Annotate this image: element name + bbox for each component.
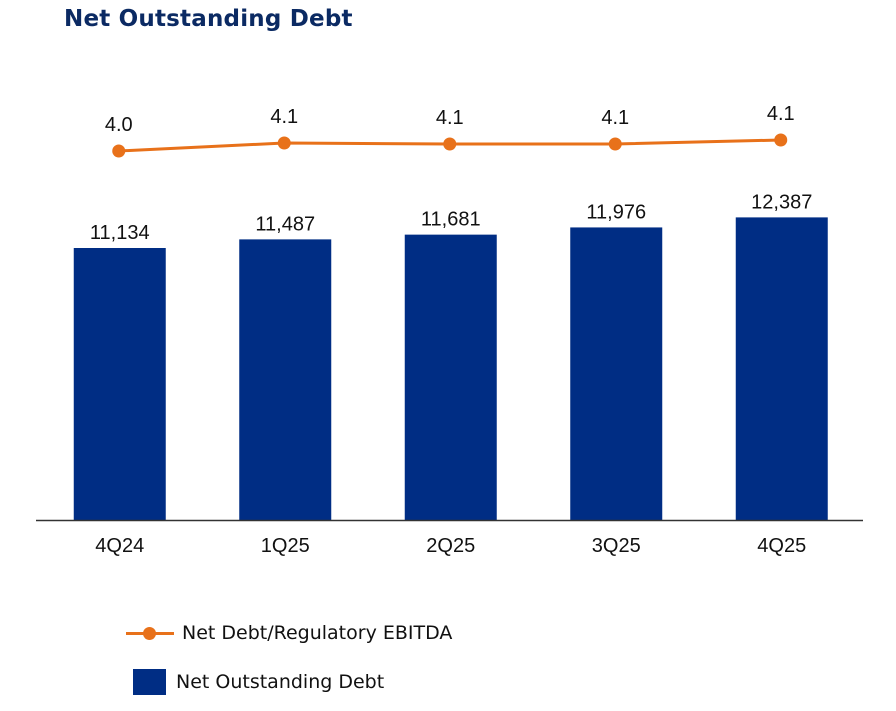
legend-item-bar: Net Outstanding Debt [126, 669, 384, 695]
bar-2Q25 [404, 234, 497, 520]
bar-3Q25 [570, 227, 663, 520]
ebitda-point-1Q25 [277, 136, 291, 150]
line-data-label: 4.0 [105, 114, 133, 136]
line-data-label: 4.1 [767, 103, 795, 125]
bar-1Q25 [239, 239, 332, 520]
bar-data-label: 11,134 [90, 222, 150, 244]
bar-4Q24 [73, 248, 166, 520]
bar-4Q25 [735, 217, 828, 520]
ebitda-point-4Q25 [774, 133, 788, 147]
legend-line-label: Net Debt/Regulatory EBITDA [182, 622, 453, 644]
ebitda-point-3Q25 [608, 137, 622, 151]
line-data-label: 4.1 [436, 107, 464, 129]
chart-title: Net Outstanding Debt [64, 6, 353, 32]
legend-bar-label: Net Outstanding Debt [176, 671, 385, 693]
bar-data-label: 11,487 [255, 213, 315, 235]
x-tick-label: 1Q25 [261, 535, 310, 557]
line-data-label: 4.1 [601, 107, 629, 129]
x-tick-label: 4Q25 [757, 535, 806, 557]
x-tick-label: 2Q25 [426, 535, 475, 557]
bar-data-label: 11,681 [421, 209, 481, 231]
bar-data-label: 11,976 [586, 201, 646, 223]
line-data-label: 4.1 [270, 106, 298, 128]
ebitda-point-4Q24 [112, 144, 126, 158]
x-tick-label: 4Q24 [95, 535, 144, 557]
bar-data-label: 12,387 [751, 191, 812, 213]
chart-area: 11,134 11,487 11,681 11,976 12,387 4Q24 1Q25 2Q… [36, 103, 863, 557]
legend-item-line: Net Debt/Regulatory EBITDA [126, 622, 452, 644]
legend-line-marker-icon [126, 623, 174, 643]
x-tick-label: 3Q25 [592, 535, 641, 557]
ebitda-point-2Q25 [443, 137, 457, 151]
legend-bar-swatch-icon [133, 669, 166, 695]
